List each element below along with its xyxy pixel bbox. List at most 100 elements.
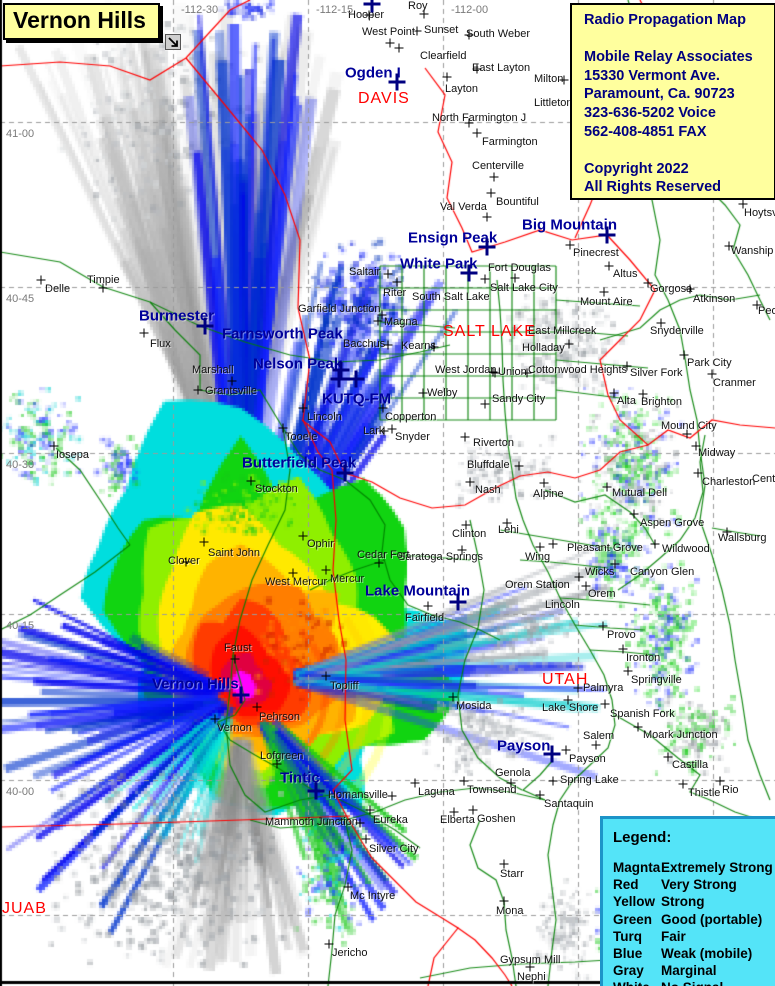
city-label: Cedar Fort — [357, 549, 410, 561]
city-label: Snyderville — [650, 325, 704, 337]
city-marker-icon — [412, 26, 422, 36]
city-marker-icon — [574, 572, 584, 582]
city-marker-icon — [502, 518, 512, 528]
city-marker-icon — [98, 283, 108, 293]
peak-cross-icon — [332, 361, 350, 379]
peak-cross-icon — [307, 782, 325, 800]
city-label: Canyon Glen — [630, 566, 695, 578]
legend-row: Yellow Strong — [613, 893, 775, 910]
city-label: Alpine — [533, 488, 564, 500]
longitude-label: -112-00 — [451, 4, 489, 16]
city-label: Aspen Grove — [640, 517, 705, 529]
city-marker-icon — [623, 666, 633, 676]
city-marker-icon — [682, 429, 692, 439]
city-marker-icon — [490, 368, 500, 378]
legend-meaning: Fair — [661, 928, 686, 944]
city-marker-icon — [461, 520, 471, 530]
city-marker-icon — [573, 683, 583, 693]
peak-cross-icon — [347, 370, 365, 388]
city-label: Bacchus — [343, 338, 386, 350]
city-label: Pehrson — [259, 711, 300, 723]
city-label: Mona — [496, 905, 524, 917]
city-marker-icon — [210, 714, 220, 724]
city-label: Jericho — [332, 947, 368, 959]
city-marker-icon — [679, 350, 689, 360]
city-label: Nash — [475, 484, 501, 496]
city-label: Farmington — [482, 136, 538, 148]
peak-label: Nelson Peak — [253, 355, 343, 373]
latitude-label: 41-00 — [6, 128, 35, 140]
city-label: Ironton — [626, 652, 661, 664]
mouse-cursor-icon — [165, 34, 181, 50]
city-label: Saratoga Springs — [398, 551, 483, 563]
legend-color-name: Magnta — [613, 860, 661, 875]
city-label: Goshen — [477, 813, 516, 825]
city-label: Topliff — [330, 680, 359, 692]
city-label: Union — [498, 366, 527, 378]
city-label: Cottonwood Heights — [528, 364, 628, 376]
city-label: Lehi — [498, 524, 519, 536]
legend-meaning: Marginal — [661, 963, 717, 979]
info-line: All Rights Reserved — [584, 179, 721, 196]
city-label: Springville — [631, 674, 682, 686]
city-marker-icon — [663, 752, 673, 762]
city-marker-icon — [394, 43, 404, 53]
city-label: Wallsburg — [718, 532, 767, 544]
city-marker-icon — [499, 896, 509, 906]
city-label: Welby — [427, 387, 458, 399]
legend-meaning: Weak (mobile) — [661, 946, 753, 962]
latitude-label: 40-30 — [6, 459, 35, 471]
city-label: Riverton — [473, 437, 514, 449]
city-marker-icon — [49, 441, 59, 451]
city-label: Mount Aire — [580, 296, 633, 308]
peak-cross-icon — [543, 745, 561, 763]
city-marker-icon — [629, 509, 639, 519]
city-label: Mercur — [330, 573, 365, 585]
city-label: Eureka — [373, 814, 408, 826]
info-line — [584, 30, 774, 49]
city-marker-icon — [464, 30, 474, 40]
peak-cross-icon — [330, 370, 348, 388]
city-label: Iosepa — [56, 449, 90, 461]
city-label: Orem — [588, 588, 616, 600]
city-marker-icon — [459, 776, 469, 786]
city-marker-icon — [321, 671, 331, 681]
city-marker-icon — [565, 240, 575, 250]
city-marker-icon — [707, 369, 717, 379]
city-marker-icon — [591, 740, 601, 750]
legend-color-name: Turq — [613, 928, 642, 944]
city-label: Provo — [607, 629, 636, 641]
city-label: Clover — [168, 555, 200, 567]
peak-cross-icon — [598, 226, 616, 244]
city-label: Delle — [45, 283, 71, 295]
city-marker-icon — [139, 328, 149, 338]
city-label: Stockton — [255, 483, 298, 495]
legend-color-name: Gray — [613, 963, 644, 979]
city-marker-icon — [738, 199, 748, 209]
county-label: UTAH — [542, 671, 589, 688]
city-label: Littleton — [534, 97, 573, 109]
city-label: Spring Lake — [560, 774, 619, 786]
city-marker-icon — [610, 559, 620, 569]
city-label: Milton — [534, 73, 564, 85]
longitude-label: -112-30 — [181, 4, 219, 16]
county-label: DAVIS — [358, 90, 410, 107]
city-marker-icon — [298, 531, 308, 541]
city-marker-icon — [472, 64, 482, 74]
city-marker-icon — [602, 482, 612, 492]
city-label: Altus — [613, 268, 638, 280]
city-label: Magna — [384, 316, 418, 328]
info-line: Copyright 2022 — [584, 160, 689, 177]
peak-label: Ogden I — [345, 64, 401, 82]
city-marker-icon — [298, 403, 308, 413]
city-label: Mound City — [661, 420, 717, 432]
city-label: Salt Lake City — [490, 282, 558, 294]
city-label: Hoytsville — [744, 207, 775, 219]
city-label: Mosida — [456, 700, 492, 712]
city-label: Wing — [525, 551, 551, 563]
city-marker-icon — [181, 557, 191, 567]
city-marker-icon — [468, 805, 478, 815]
city-marker-icon — [465, 477, 475, 487]
city-label: Roy — [408, 0, 428, 12]
